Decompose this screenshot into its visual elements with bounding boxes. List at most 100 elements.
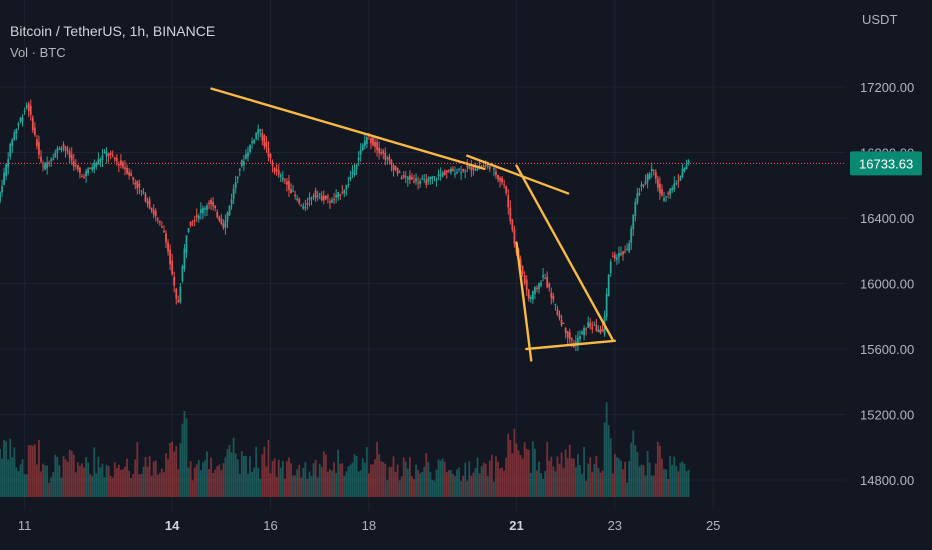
candle-body	[324, 195, 327, 200]
candle-body	[607, 274, 610, 296]
candle-body	[296, 198, 299, 200]
volume-legend[interactable]: Vol · BTC	[10, 45, 66, 60]
candle-body	[300, 205, 303, 207]
volume-bar	[363, 462, 366, 497]
volume-bar	[603, 422, 606, 497]
volume-bar	[290, 463, 292, 497]
candle-body	[609, 261, 612, 274]
candle-body	[19, 117, 22, 122]
volume-bar	[411, 476, 413, 497]
candle-body	[44, 163, 46, 170]
candle-body	[519, 258, 522, 268]
volume-bar	[113, 462, 116, 497]
volume-bar	[255, 446, 258, 497]
candle-body	[620, 253, 622, 256]
candle-body	[146, 201, 149, 204]
volume-bar	[269, 473, 272, 497]
volume-bar	[351, 462, 354, 497]
trendlines[interactable]	[210, 87, 617, 362]
candle-body	[548, 283, 551, 288]
candle-body	[671, 187, 674, 190]
candle-body	[253, 139, 256, 143]
volume-bar	[609, 438, 612, 497]
candle-body	[392, 164, 395, 171]
volume-bar	[93, 447, 96, 497]
volume-bar	[60, 477, 63, 497]
candle-body	[144, 193, 147, 202]
chart-grid	[0, 0, 846, 510]
volume-bar	[439, 460, 442, 497]
candle-body	[134, 182, 137, 185]
candle-body	[167, 242, 169, 252]
volume-bar	[433, 480, 436, 497]
volume-bar	[218, 464, 221, 497]
volume-bar	[681, 461, 684, 497]
volume-bar	[201, 462, 204, 497]
volume-bar	[437, 459, 440, 497]
volume-bar	[517, 450, 520, 497]
volume-bar	[441, 458, 444, 497]
candle-body	[169, 249, 172, 265]
candle-body	[533, 287, 536, 295]
volume-bar	[238, 473, 241, 497]
candle-body	[454, 173, 456, 175]
candle-body	[531, 291, 534, 300]
candle-body	[622, 251, 624, 255]
candle-body	[74, 164, 77, 166]
volume-bar	[251, 471, 253, 497]
volume-bar	[581, 474, 583, 497]
volume-bar	[495, 456, 497, 497]
candle-body	[554, 303, 557, 305]
volume-bar	[656, 441, 659, 497]
candle-body	[245, 154, 247, 159]
volume-bar	[312, 463, 315, 497]
volume-bar	[105, 464, 108, 497]
candle-body	[585, 328, 588, 330]
candle-body	[193, 220, 196, 222]
candle-body	[359, 149, 362, 155]
time-axis[interactable]: 11 14 16 18 21 23 25	[18, 518, 721, 533]
volume-bar	[521, 458, 524, 497]
candle-body	[642, 184, 645, 186]
candle-body	[665, 196, 667, 198]
candle-body	[527, 289, 530, 299]
candle-body	[177, 300, 180, 303]
candle-body	[361, 144, 364, 150]
volume-bar	[577, 453, 579, 497]
candle-body	[394, 165, 397, 170]
candle-body	[499, 178, 501, 181]
symbol-title[interactable]: Bitcoin / TetherUS, 1h, BINANCE	[10, 23, 216, 39]
volume-bar	[236, 459, 239, 497]
candle-body	[331, 199, 333, 203]
volume-bar	[308, 471, 311, 497]
candle-body	[566, 331, 569, 338]
volume-bar	[165, 453, 167, 497]
candle-body	[558, 314, 561, 319]
volume-bar	[683, 463, 686, 497]
volume-bar	[187, 467, 190, 497]
volume-bar	[548, 460, 551, 497]
volume-bar	[281, 460, 284, 497]
volume-bar	[632, 430, 635, 497]
volume-bar	[167, 459, 169, 497]
volume-bar	[146, 466, 149, 497]
candle-body	[210, 200, 212, 204]
candle-body	[171, 260, 174, 275]
candle-body	[408, 175, 411, 180]
candle-body	[458, 168, 460, 170]
volume-bar	[587, 463, 590, 497]
candle-body	[380, 152, 383, 154]
candle-body	[636, 193, 639, 203]
candle-body	[452, 168, 454, 172]
candle-body	[429, 176, 432, 179]
volume-bar	[58, 465, 61, 497]
candle-body	[419, 180, 422, 184]
candle-body	[158, 221, 161, 223]
volume-bar	[169, 442, 172, 497]
price-axis[interactable]: 17200.0016800.0016400.0016000.0015600.00…	[860, 80, 914, 488]
volume-bar	[304, 462, 307, 497]
volume-bar	[449, 469, 452, 497]
volume-bar	[531, 441, 534, 497]
volume-bar	[503, 470, 506, 497]
